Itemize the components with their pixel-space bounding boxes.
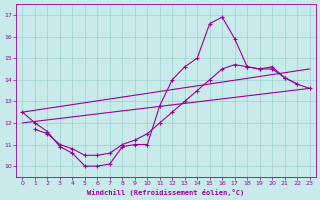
X-axis label: Windchill (Refroidissement éolien,°C): Windchill (Refroidissement éolien,°C) bbox=[87, 189, 245, 196]
